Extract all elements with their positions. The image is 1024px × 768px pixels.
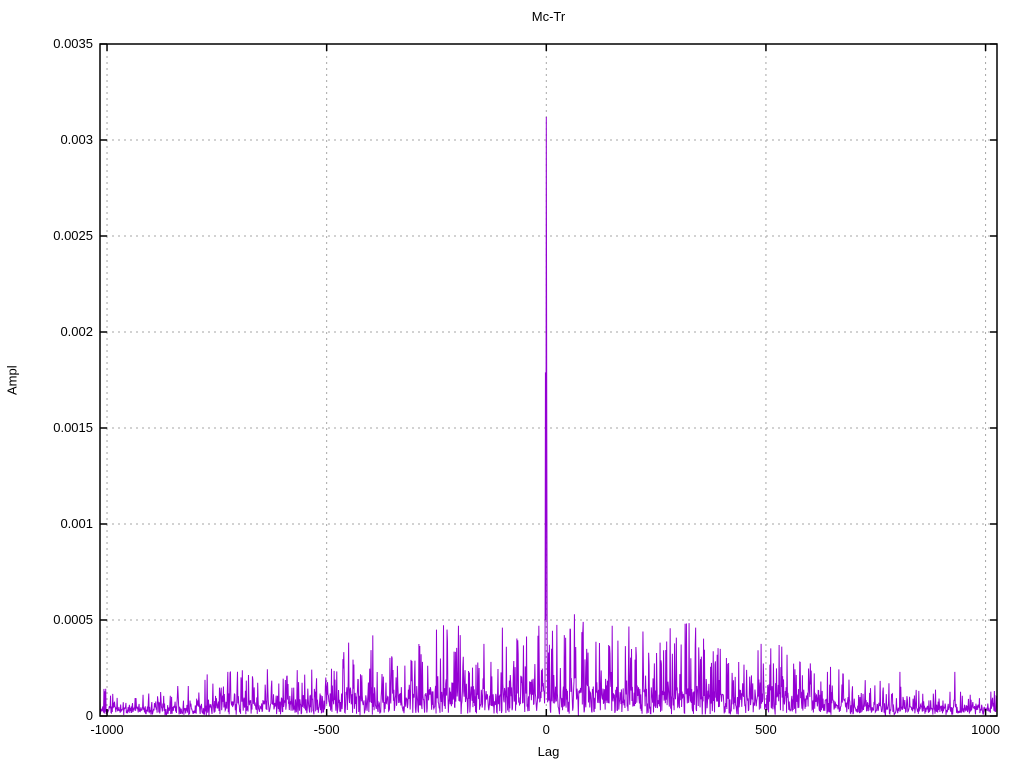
- y-tick-label: 0.0035: [53, 36, 93, 51]
- x-tick-label: 1000: [971, 722, 1001, 737]
- y-tick-label: 0.003: [60, 132, 93, 147]
- x-tick-label: -1000: [90, 722, 124, 737]
- y-tick-label: 0.001: [60, 516, 93, 531]
- y-tick-label: 0: [85, 708, 93, 723]
- x-tick-label: -500: [313, 722, 340, 737]
- y-tick-label: 0.0005: [53, 612, 93, 627]
- x-axis-label: Lag: [537, 744, 560, 759]
- y-tick-label: 0.0015: [53, 420, 93, 435]
- y-tick-label: 0.002: [60, 324, 93, 339]
- x-tick-label: 0: [542, 722, 550, 737]
- plot-border: [99, 43, 998, 717]
- x-tick-label: 500: [755, 722, 777, 737]
- chart-title: Mc-Tr: [531, 9, 566, 24]
- correlation-series-line: [99, 116, 998, 716]
- y-tick-label: 0.0025: [53, 228, 93, 243]
